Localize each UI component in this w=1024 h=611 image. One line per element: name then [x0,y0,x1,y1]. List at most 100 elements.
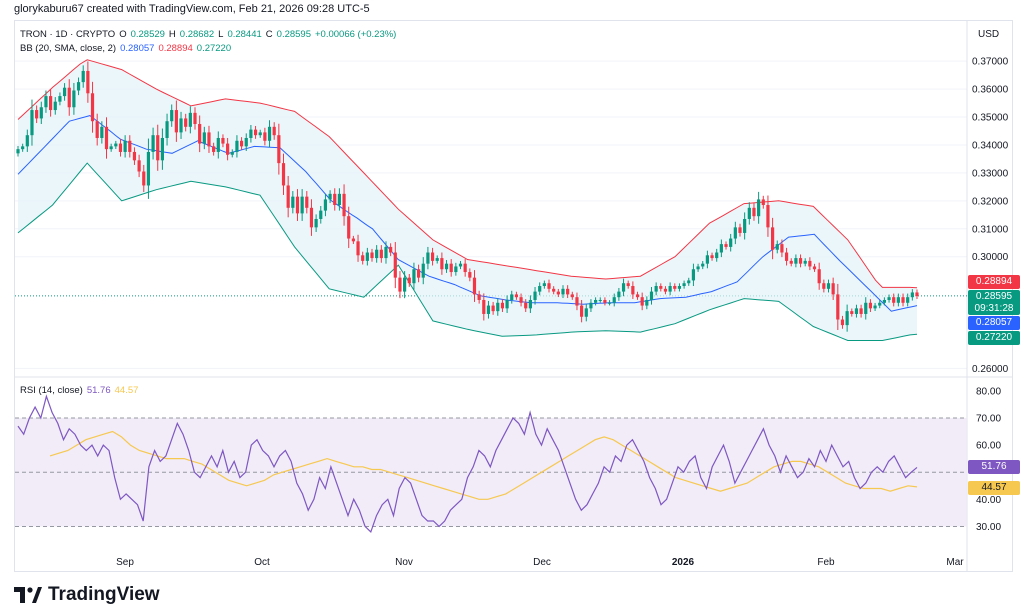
candle-body [603,299,607,303]
price-tick-label: 0.33000 [972,168,1009,179]
candle-body [230,151,234,155]
rsi-tag: 51.76 [968,460,1020,474]
candle-body [906,297,910,303]
rsi-label: RSI (14, close) [20,385,83,396]
candle-body [430,252,435,261]
candle-body [67,87,71,108]
candle-body [212,146,216,152]
candle-body [272,126,276,136]
candle-body [132,151,137,161]
tradingview-logo[interactable]: TradingView [14,584,160,606]
candle-body [95,121,99,138]
candle-body [673,286,677,289]
rsi-tick-label: 80.00 [976,386,1001,397]
candle-body [76,82,81,91]
candle-body [649,291,654,300]
bb-lower-value: 0.27220 [196,43,232,54]
candle-body [421,263,425,278]
candle-body [607,302,612,304]
time-tick-label: Feb [817,557,835,568]
candle-body [333,193,337,206]
candle-body [715,252,719,259]
time-tick-label: Sep [116,557,134,568]
candle-body [179,118,183,133]
time-tick-label: Dec [533,557,551,568]
candle-body [328,193,332,200]
rsi-legend: RSI (14, close) 51.76 44.57 [20,385,138,396]
candle-body [188,112,192,127]
rsi-tick-label: 40.00 [976,495,1001,506]
candle-body [817,269,821,284]
candle-body [295,196,300,214]
candle-body [836,294,840,320]
rsi-ma-line [49,430,918,500]
candle-body [170,110,174,122]
candle-body [412,269,416,284]
candle-body [859,308,863,314]
candle-body [803,260,807,264]
bb-middle-line [17,115,918,312]
candle-body [710,255,714,259]
time-tick-label: 2026 [672,557,695,568]
candle-body [514,294,519,298]
candle-body [463,263,467,273]
candle-body [854,308,859,314]
open-label: O [119,29,127,40]
candle-body [570,294,574,298]
candle-body [258,132,262,136]
candle-body [398,277,402,292]
candle-body [864,302,868,314]
candle-body [510,294,514,300]
candle-body [174,110,178,133]
brand-name: TradingView [48,584,160,605]
candle-body [305,196,309,208]
high-label: H [168,29,176,40]
candle-body [589,302,593,309]
candle-body [100,126,104,138]
candle-body [580,305,584,317]
candle-body [277,135,281,164]
bb-upper-value: 0.28894 [158,43,193,54]
candle-body [682,283,686,287]
candle-body [542,283,546,287]
middle-band-tag: 0.28057 [968,316,1020,330]
price-tick-label: 0.32000 [972,196,1009,207]
candle-body [403,277,407,292]
candle-body [654,286,658,292]
candle-body [221,137,225,144]
candle-body [561,288,565,295]
candle-body [347,216,351,239]
candle-body [393,252,397,278]
candle-body [528,299,532,309]
candle-body [407,277,411,284]
candle-body [822,283,826,289]
candle-body [505,299,509,309]
candle-body [621,283,626,292]
rsi-tick-label: 60.00 [976,441,1001,452]
candle-body [593,299,598,303]
candle-body [538,286,542,292]
candle-body [668,286,672,292]
candle-body [757,199,761,217]
candle-body [226,143,230,155]
bb-legend: BB (20, SMA, close, 2) 0.28057 0.28894 0… [20,43,231,54]
candle-body [701,263,705,267]
candle-body [887,297,891,300]
candle-body [128,140,132,152]
candle-body [566,288,570,295]
bb-lower-line [17,162,918,341]
candle-body [114,143,118,147]
candle-body [384,246,388,259]
candle-body [468,272,472,278]
candle-body [44,96,48,108]
axes: 0.37000 0.36000 0.35000 0.34000 0.33000 0.320… [116,57,1008,568]
candle-body [123,140,127,152]
symbol-legend: TRON · 1D · CRYPTO O 0.28529 H 0.28682 L 0.… [20,29,396,40]
candle-body [118,143,123,152]
candle-body [207,132,211,147]
currency-label[interactable]: USD [978,29,1000,40]
last-price-value: 0.28595 [975,291,1013,302]
candle-body [235,140,239,152]
time-tick-label: Oct [254,557,270,568]
